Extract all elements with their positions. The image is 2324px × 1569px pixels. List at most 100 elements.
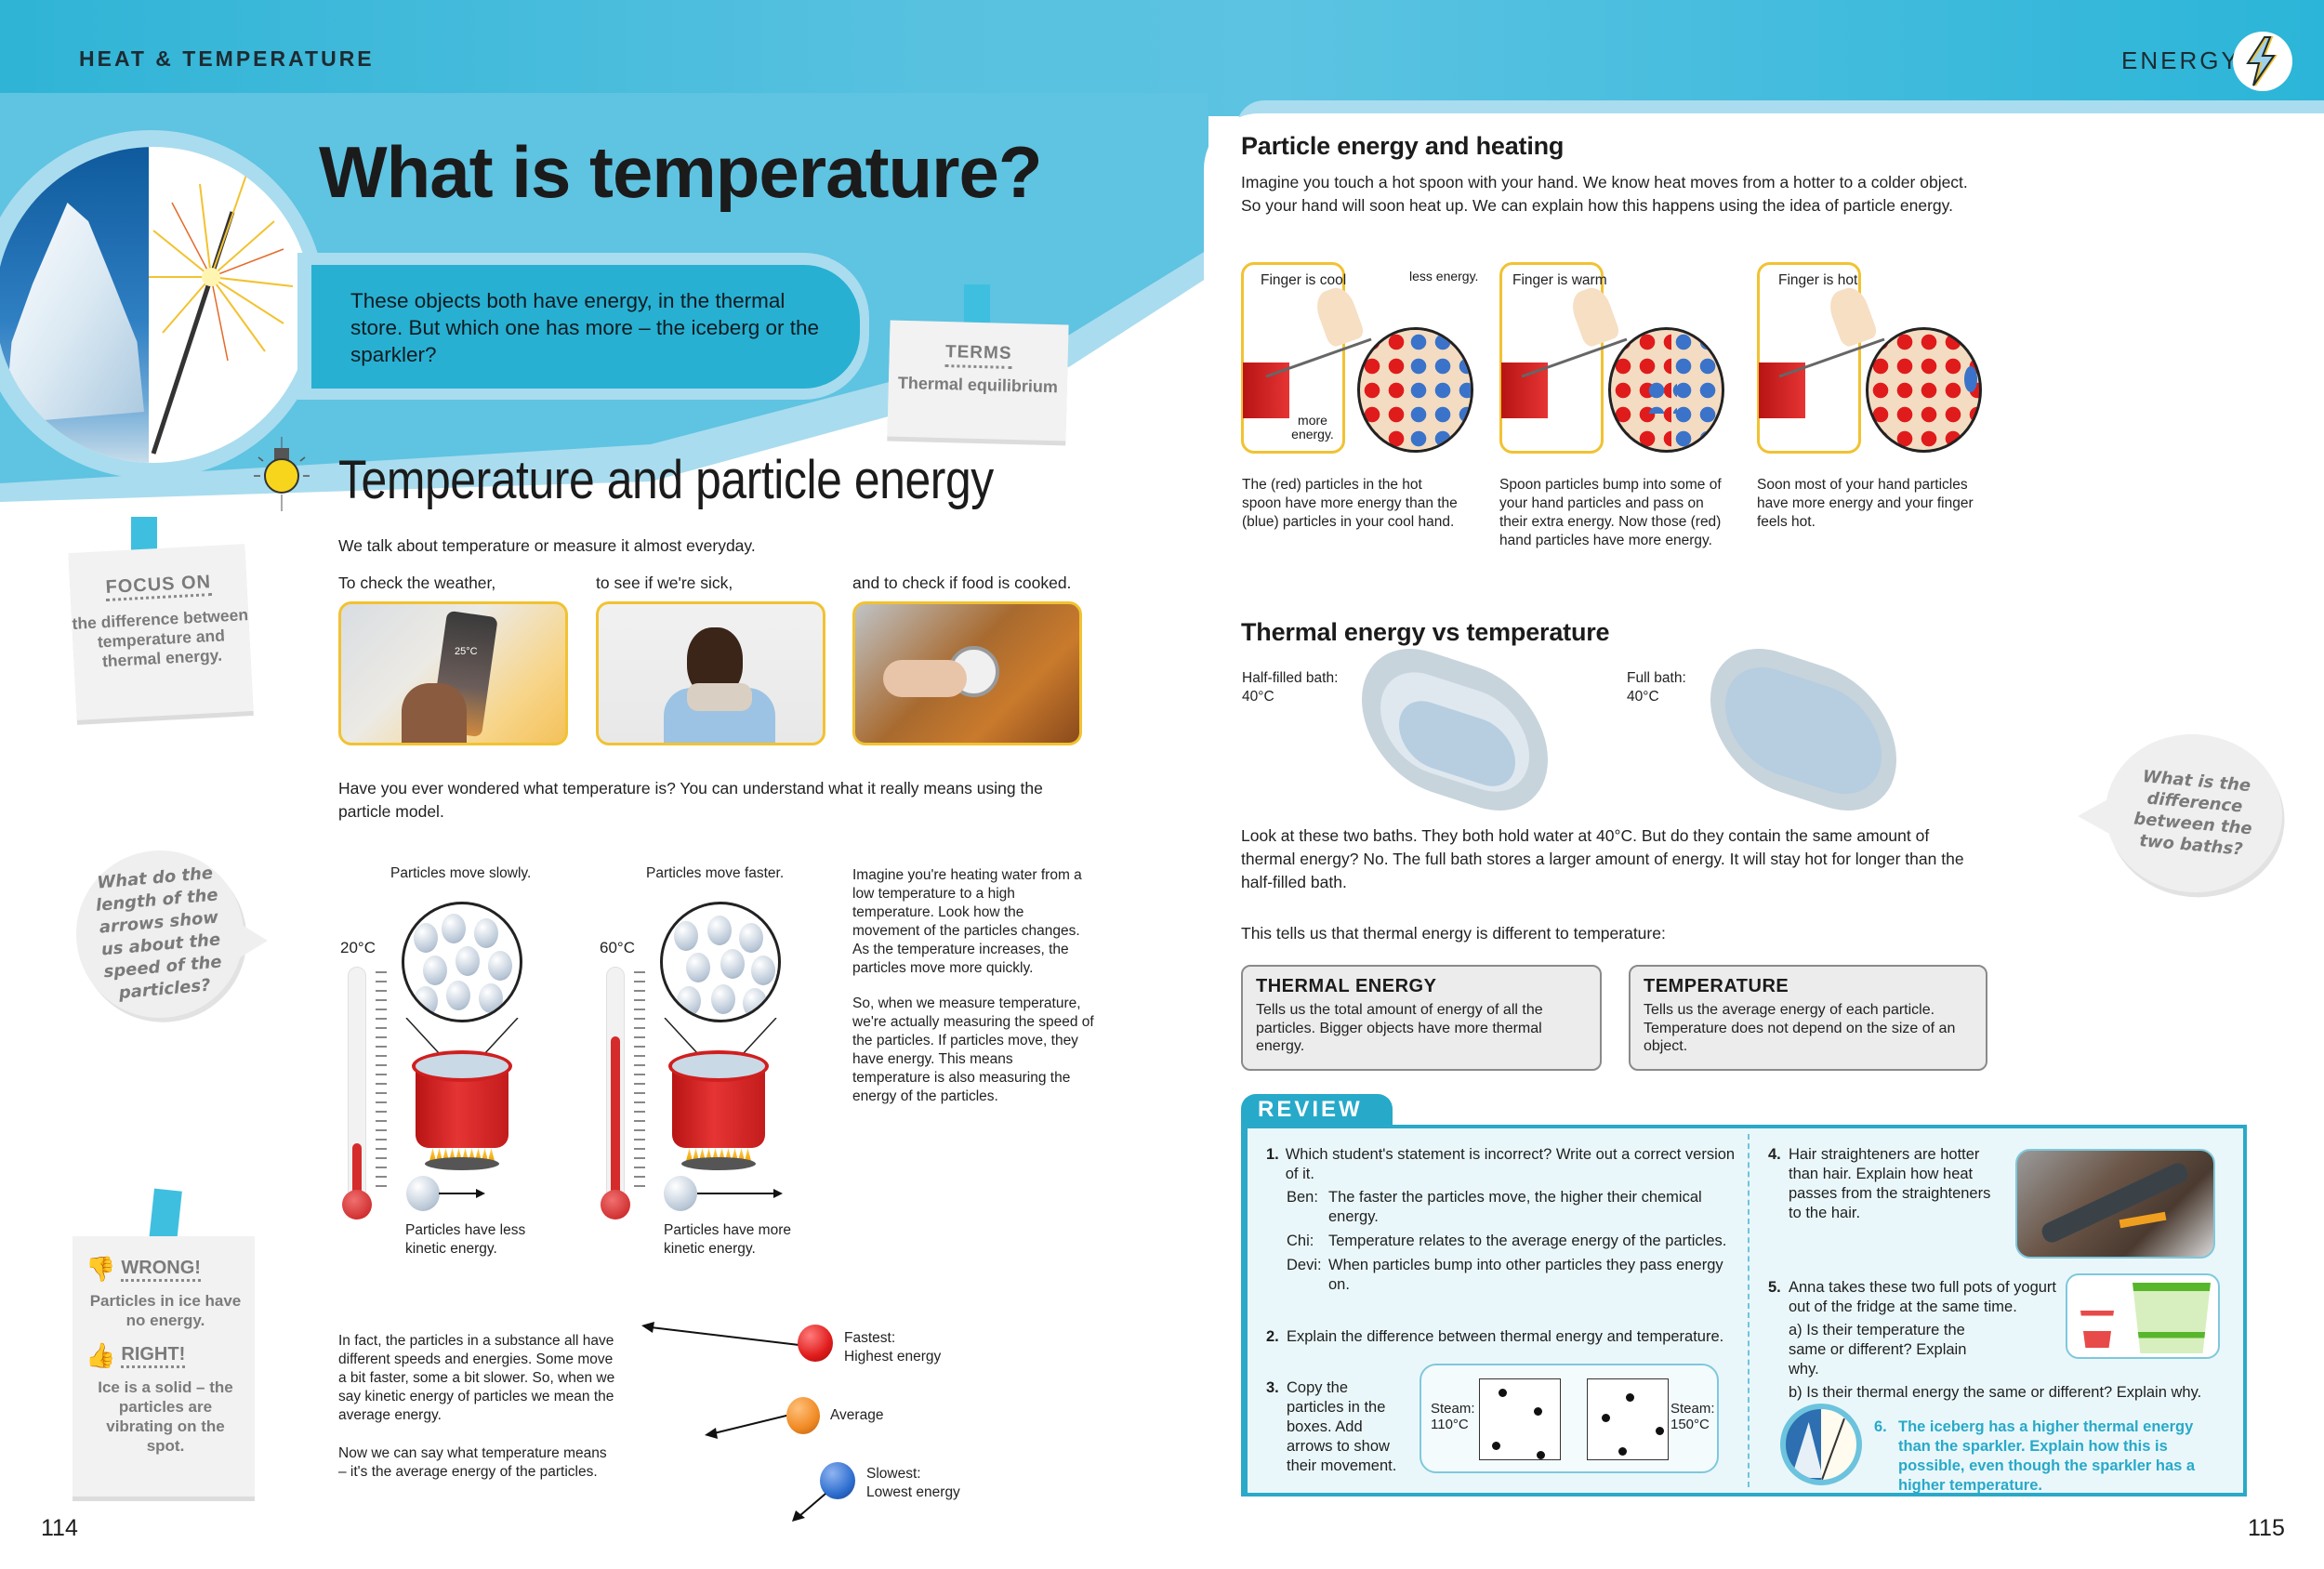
terms-body: Thermal equilibrium [897, 373, 1059, 397]
intro-bubble: These objects both have energy, in the t… [311, 265, 860, 389]
bath-label: Half-filled bath: 40°C [1242, 670, 1339, 705]
diagram-caption: The (red) particles in the hot spoon hav… [1242, 477, 1458, 530]
particle-icon [664, 1176, 697, 1211]
thermometer-scale [376, 971, 387, 1190]
sick-man-photo [596, 601, 825, 745]
thermometer-60c [601, 967, 630, 1220]
steam-label: Steam: 110°C [1431, 1401, 1475, 1432]
iceberg-sparkler-thumbnail [1780, 1404, 1862, 1485]
bath-explanation: Look at these two baths. They both hold … [1241, 826, 1964, 891]
heating-heading: Particle energy and heating [1241, 132, 1565, 160]
temperature-definition-text: Now we can say what temperature means – … [338, 1445, 607, 1480]
steam-label: Steam: 150°C [1670, 1401, 1715, 1432]
fast-arrow-icon [641, 1322, 808, 1347]
review-tab: REVIEW [1241, 1094, 1393, 1127]
thermal-heading: Thermal energy vs temperature [1241, 618, 1610, 646]
lead-text: We talk about temperature or measure it … [338, 536, 756, 555]
spoon-icon [1265, 337, 1372, 378]
page-number-left: 114 [41, 1515, 78, 1541]
speech-bubble-tail [2078, 798, 2111, 835]
average-arrow-icon [705, 1414, 791, 1439]
diagram-label: Finger is hot [1778, 272, 1858, 288]
red-pot-icon [1501, 363, 1548, 418]
diagram-label: Particles move slowly. [390, 865, 532, 881]
chapter-label: ENERGY [2121, 46, 2240, 74]
annotation: more energy. [1291, 413, 1334, 442]
long-arrow-icon [697, 1189, 783, 1198]
review-question-2: 2. Explain the difference between thermal… [1266, 1328, 1724, 1345]
meat-thermometer-photo [852, 601, 1082, 745]
terms-card: TERMS Thermal equilibrium [887, 320, 1069, 442]
yogurt-pots-image [2066, 1273, 2220, 1359]
energy-level-label: Average [830, 1407, 884, 1423]
diagram-label: Finger is cool [1261, 272, 1347, 288]
red-pot-icon [406, 1041, 527, 1171]
average-particle [786, 1397, 820, 1434]
diagram-label: Finger is warm [1512, 272, 1607, 288]
temperature-definition: TEMPERATURE Tells us the average energy … [1629, 965, 1987, 1071]
fast-particles-magnifier [660, 902, 781, 1022]
review-question-6: 6. The iceberg has a higher thermal energ… [1874, 1418, 2196, 1494]
diagram-caption: Particles have more kinetic energy. [664, 1222, 791, 1257]
tells-text: This tells us that thermal energy is dif… [1241, 924, 1666, 943]
hair-straightener-photo [2015, 1149, 2215, 1259]
section-label: HEAT & TEMPERATURE [79, 46, 375, 71]
iceberg-sparkler-image [0, 147, 311, 463]
terms-heading: TERMS [944, 342, 1012, 369]
temperature-reading: 60°C [600, 939, 635, 956]
heating-text: Imagine you're heating water from a low … [852, 867, 1082, 976]
lightning-bolt-icon [2233, 32, 2292, 91]
focus-heading: FOCUS ON [105, 572, 212, 602]
tape [149, 1188, 182, 1244]
review-divider [1748, 1134, 1750, 1487]
thermometer-20c [342, 967, 372, 1220]
spoon-icon [1521, 337, 1628, 378]
review-question-4: 4. Hair straighteners are hotter than hai… [1768, 1146, 1991, 1221]
full-bath-icon [1710, 629, 1896, 830]
phone-weather-photo: 25°C [338, 601, 568, 745]
measuring-text: So, when we measure temperature, we're a… [852, 995, 1094, 1104]
iceberg-photo [0, 147, 149, 463]
half-filled-bath-icon [1362, 629, 1548, 830]
energy-level-label: Slowest: Lowest energy [866, 1466, 960, 1500]
particle-boxes-panel: Steam: 110°C Steam: 150°C [1419, 1364, 1719, 1473]
page-number-right: 115 [2248, 1515, 2285, 1541]
wrong-right-card: 👎 WRONG! Particles in ice have no energy… [73, 1236, 255, 1496]
temperature-reading: 20°C [340, 939, 376, 956]
focus-body: the difference between temperature and t… [72, 605, 249, 671]
diagram-caption: Soon most of your hand particles have mo… [1757, 477, 1974, 530]
focus-on-card: FOCUS ON the difference between temperat… [68, 544, 254, 720]
spoon-icon [1778, 337, 1885, 378]
particle-box-150 [1587, 1378, 1669, 1460]
lightbulb-icon [249, 437, 314, 521]
fast-particle [798, 1325, 833, 1362]
speech-bubble-tail [234, 920, 268, 961]
section-title: Temperature and particle energy [338, 450, 994, 510]
short-arrow-icon [439, 1189, 485, 1198]
thermometer-scale [634, 971, 645, 1190]
energy-level-label: Fastest: Highest energy [844, 1330, 942, 1365]
review-question-1: 1. Which student's statement is incorrect… [1266, 1146, 1736, 1293]
infact-text: In fact, the particles in a substance al… [338, 1333, 615, 1423]
particle-model-text: Have you ever wondered what temperature … [338, 779, 1043, 821]
slow-particles-magnifier [402, 902, 522, 1022]
magnifier-cone [664, 1018, 777, 1078]
example-caption: To check the weather, [338, 574, 496, 592]
bath-label: Full bath: 40°C [1627, 670, 1686, 705]
diagram-caption: Spoon particles bump into some of your h… [1499, 477, 1722, 548]
sparkler-icon [149, 174, 294, 455]
red-pot-icon [1759, 363, 1805, 418]
large-yogurt-icon [2133, 1283, 2211, 1353]
small-yogurt-icon [2080, 1311, 2114, 1348]
heating-intro: Imagine you touch a hot spoon with your … [1241, 173, 1968, 215]
diagram-caption: Particles have less kinetic energy. [405, 1222, 526, 1257]
particles-zoom-warm [1608, 327, 1724, 453]
annotation: less energy. [1409, 269, 1479, 283]
example-caption: to see if we're sick, [596, 574, 733, 592]
slow-particle [820, 1462, 855, 1499]
example-caption: and to check if food is cooked. [852, 574, 1072, 592]
particles-zoom-hot [1866, 327, 1982, 453]
page-title: What is temperature? [319, 131, 1042, 213]
particle-icon [406, 1176, 440, 1211]
red-pot-icon [663, 1041, 784, 1171]
